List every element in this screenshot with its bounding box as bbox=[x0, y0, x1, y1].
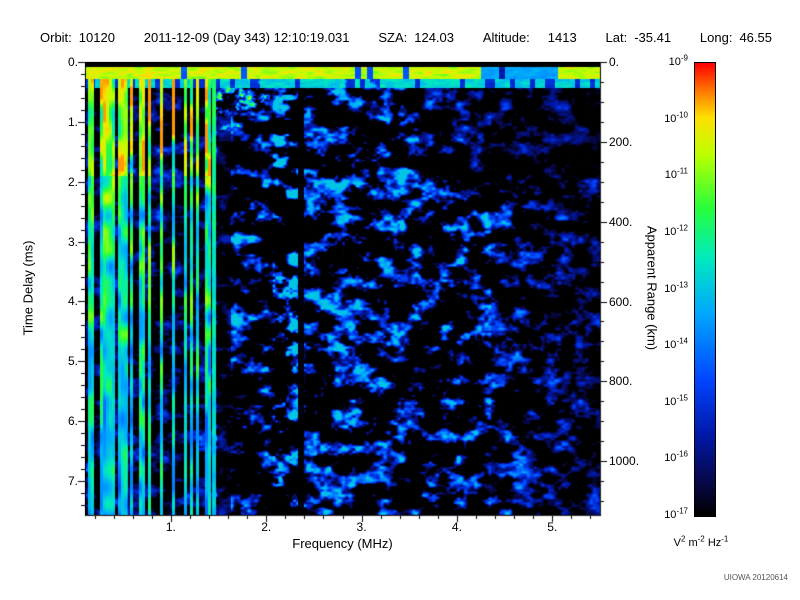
y-tick-label: 0. bbox=[67, 55, 78, 69]
x-tick-label: 3. bbox=[356, 520, 367, 534]
sza-field: SZA: 124.03 bbox=[378, 30, 454, 45]
y-tick-label: 3. bbox=[67, 234, 78, 249]
colorbar-tick-label: 10-9 bbox=[668, 53, 688, 68]
altitude-value: 1413 bbox=[547, 30, 577, 45]
y-tick-label: 6. bbox=[67, 414, 78, 429]
colorbar-tick-label: 10-16 bbox=[664, 449, 688, 465]
long-field: Long: 46.55 bbox=[700, 30, 772, 45]
lat-label: Lat: bbox=[605, 30, 628, 45]
right-tick-label: 600. bbox=[609, 294, 633, 309]
colorbar-tick-label: 10-12 bbox=[664, 223, 688, 238]
colorbar-tick-label: 10-17 bbox=[664, 506, 688, 521]
orbit-label: Orbit: bbox=[40, 30, 72, 45]
colorbar-units: V2 m-2 Hz-1 bbox=[673, 534, 729, 549]
long-value: 46.55 bbox=[739, 30, 772, 45]
sza-value: 124.03 bbox=[414, 30, 454, 45]
y-tick-label: 1. bbox=[67, 114, 78, 129]
orbit-field: Orbit: 10120 bbox=[40, 30, 115, 45]
datetime-text: 2011-12-09 (Day 343) 12:10:19.031 bbox=[143, 30, 350, 45]
altitude-label: Altitude: bbox=[482, 30, 530, 45]
right-tick-label: 800. bbox=[609, 374, 633, 389]
colorbar-tick-label: 10-13 bbox=[664, 279, 688, 295]
long-label: Long: bbox=[699, 30, 733, 45]
y-tick-label: 5. bbox=[67, 354, 78, 369]
colorbar-tick-label: 10-11 bbox=[664, 166, 688, 182]
altitude-field: Altitude: 1413 bbox=[483, 30, 577, 45]
sza-label: SZA: bbox=[378, 30, 408, 45]
header-info: Orbit: 10120 2011-12-09 (Day 343) 12:10:1… bbox=[40, 30, 772, 45]
y-tick-label: 2. bbox=[67, 174, 78, 189]
x-tick-label: 4. bbox=[451, 520, 462, 534]
y-tick-label: 4. bbox=[67, 294, 78, 309]
colorbar-tick-label: 10-15 bbox=[664, 393, 688, 408]
lat-value: -35.41 bbox=[634, 30, 672, 45]
right-tick-label: 200. bbox=[609, 134, 633, 149]
lat-field: Lat: -35.41 bbox=[606, 30, 672, 45]
right-tick-label: 400. bbox=[609, 214, 633, 229]
colorbar-tick-label: 10-10 bbox=[664, 109, 688, 125]
colorbar-tick-labels: 10-9 10-10 10-11 10-12 10-13 10-14 10-15 10-16 1… bbox=[644, 54, 690, 521]
y-axis-label-right: Apparent Range (km) bbox=[644, 225, 660, 351]
x-tick-label: 2. bbox=[261, 520, 272, 534]
right-tick-label: 1000. bbox=[609, 454, 640, 469]
orbit-value: 10120 bbox=[78, 30, 115, 45]
colorbar bbox=[694, 62, 716, 517]
x-tick-label: 5. bbox=[547, 520, 558, 534]
y-axis-label-left: Time Delay (ms) bbox=[20, 240, 36, 336]
y-tick-label: 7. bbox=[67, 473, 78, 488]
colorbar-tick-label: 10-14 bbox=[664, 336, 688, 352]
x-tick-label: 1. bbox=[165, 520, 176, 534]
x-axis-label: Frequency (MHz) bbox=[292, 536, 393, 551]
watermark: UIOWA 20120614 bbox=[723, 573, 788, 582]
right-tick-label: 0. bbox=[609, 55, 620, 69]
spectrogram-canvas bbox=[85, 62, 600, 515]
